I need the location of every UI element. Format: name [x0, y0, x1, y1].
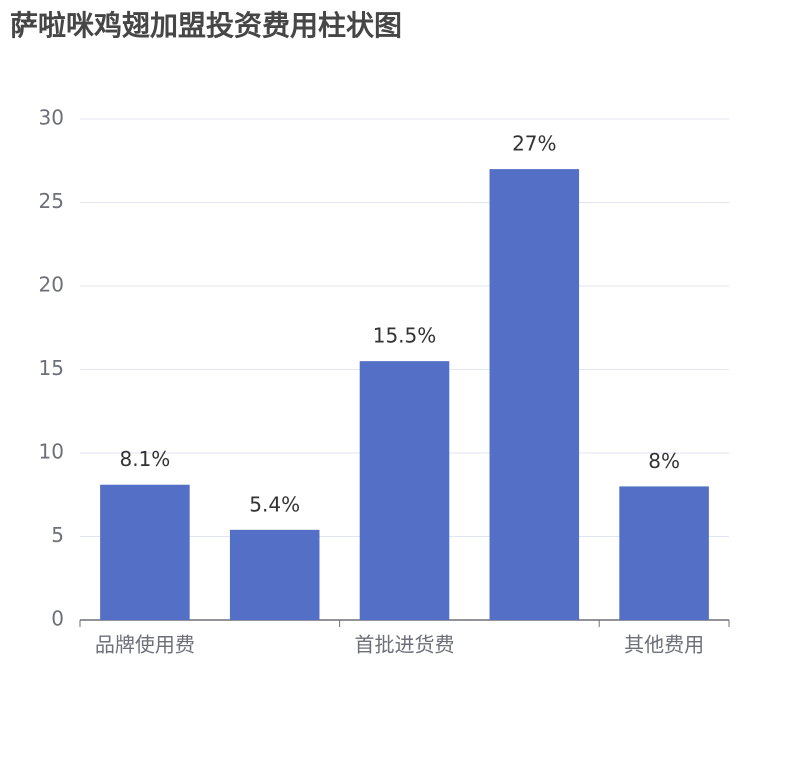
value-label: 15.5% — [373, 324, 437, 348]
y-tick-label: 15 — [39, 356, 64, 380]
x-tick-label: 首批进货费 — [355, 633, 455, 657]
bar — [489, 169, 580, 620]
y-tick-label: 30 — [39, 106, 64, 130]
value-label: 8.1% — [119, 447, 170, 471]
chart-title: 萨啦咪鸡翅加盟投资费用柱状图 — [10, 9, 402, 42]
x-tick-label: 其他费用 — [624, 633, 704, 657]
bar — [359, 361, 450, 620]
y-tick-label: 0 — [51, 607, 64, 631]
bar — [229, 529, 320, 620]
value-label: 27% — [512, 132, 556, 156]
value-label: 5.4% — [249, 492, 300, 516]
bar — [619, 486, 709, 620]
y-tick-label: 25 — [39, 189, 64, 213]
value-label: 8% — [648, 449, 680, 473]
bar — [100, 484, 190, 620]
y-tick-label: 5 — [51, 523, 64, 547]
y-tick-label: 10 — [39, 440, 64, 464]
y-tick-label: 20 — [39, 273, 64, 297]
x-tick-label: 品牌使用费 — [95, 633, 195, 657]
